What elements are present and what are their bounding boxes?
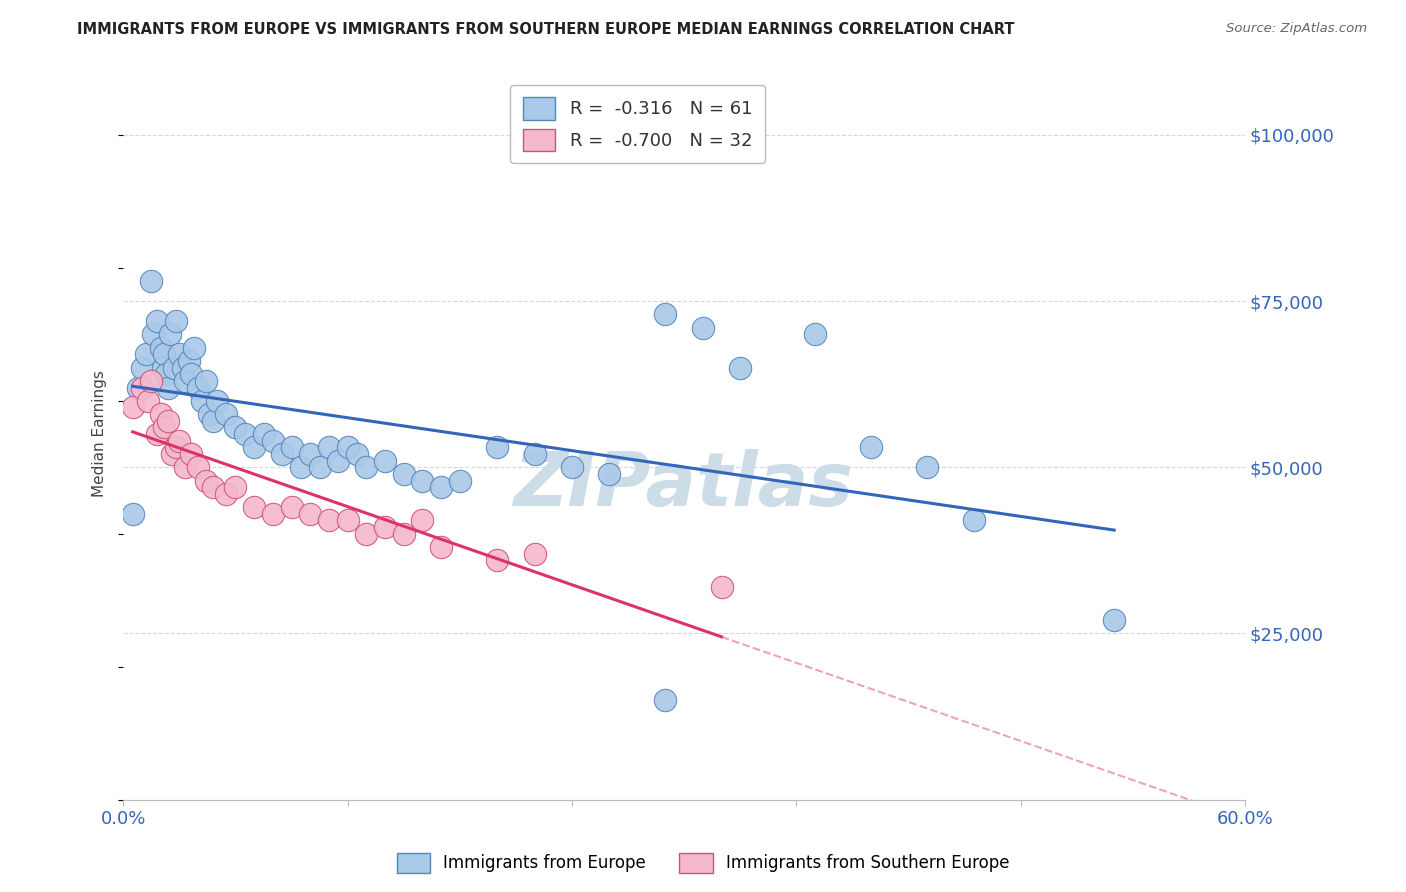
Point xyxy=(202,414,225,428)
Point xyxy=(692,320,714,334)
Point xyxy=(299,447,322,461)
Point xyxy=(149,341,172,355)
Point xyxy=(136,393,159,408)
Point xyxy=(710,580,733,594)
Point xyxy=(135,347,157,361)
Point xyxy=(392,526,415,541)
Point xyxy=(187,460,209,475)
Point xyxy=(430,540,453,554)
Point xyxy=(163,360,186,375)
Point xyxy=(183,341,205,355)
Point xyxy=(160,447,183,461)
Point xyxy=(392,467,415,481)
Point xyxy=(180,368,202,382)
Point xyxy=(146,427,169,442)
Legend: R =  -0.316   N = 61, R =  -0.700   N = 32: R = -0.316 N = 61, R = -0.700 N = 32 xyxy=(510,85,765,163)
Point xyxy=(205,393,228,408)
Point xyxy=(860,440,883,454)
Point xyxy=(165,440,187,454)
Text: Source: ZipAtlas.com: Source: ZipAtlas.com xyxy=(1226,22,1367,36)
Point xyxy=(194,374,217,388)
Point xyxy=(177,354,200,368)
Point xyxy=(187,380,209,394)
Point xyxy=(157,414,180,428)
Point xyxy=(172,360,194,375)
Point xyxy=(202,480,225,494)
Point xyxy=(523,447,546,461)
Point xyxy=(280,440,302,454)
Point xyxy=(141,274,163,288)
Point xyxy=(215,407,238,421)
Point xyxy=(243,440,266,454)
Point xyxy=(654,693,676,707)
Point xyxy=(142,327,165,342)
Point xyxy=(411,474,433,488)
Point xyxy=(121,401,143,415)
Point xyxy=(262,507,284,521)
Point xyxy=(328,453,350,467)
Point xyxy=(127,380,149,394)
Point xyxy=(374,520,396,534)
Point xyxy=(146,314,169,328)
Point xyxy=(174,374,197,388)
Point xyxy=(308,460,330,475)
Point xyxy=(486,553,509,567)
Point xyxy=(486,440,509,454)
Point xyxy=(169,347,191,361)
Point xyxy=(121,507,143,521)
Point xyxy=(280,500,302,515)
Point xyxy=(356,526,378,541)
Point xyxy=(152,360,174,375)
Point xyxy=(356,460,378,475)
Point xyxy=(198,407,221,421)
Text: ZIPatlas: ZIPatlas xyxy=(515,449,855,522)
Point xyxy=(191,393,214,408)
Point xyxy=(153,347,176,361)
Point xyxy=(336,440,359,454)
Point xyxy=(155,368,177,382)
Point xyxy=(180,447,202,461)
Point xyxy=(915,460,938,475)
Legend: Immigrants from Europe, Immigrants from Southern Europe: Immigrants from Europe, Immigrants from … xyxy=(389,847,1017,880)
Point xyxy=(174,460,197,475)
Point xyxy=(299,507,322,521)
Point xyxy=(411,513,433,527)
Point xyxy=(159,327,181,342)
Point xyxy=(318,513,340,527)
Text: IMMIGRANTS FROM EUROPE VS IMMIGRANTS FROM SOUTHERN EUROPE MEDIAN EARNINGS CORREL: IMMIGRANTS FROM EUROPE VS IMMIGRANTS FRO… xyxy=(77,22,1015,37)
Point xyxy=(654,307,676,321)
Point xyxy=(149,407,172,421)
Point xyxy=(561,460,583,475)
Point xyxy=(194,474,217,488)
Point xyxy=(141,374,163,388)
Point xyxy=(598,467,620,481)
Point xyxy=(346,447,368,461)
Point xyxy=(131,360,153,375)
Point xyxy=(336,513,359,527)
Point xyxy=(233,427,256,442)
Point xyxy=(153,420,176,434)
Point xyxy=(243,500,266,515)
Point xyxy=(224,480,246,494)
Point xyxy=(804,327,827,342)
Point xyxy=(290,460,312,475)
Point xyxy=(374,453,396,467)
Point xyxy=(1102,613,1125,627)
Point xyxy=(318,440,340,454)
Point xyxy=(430,480,453,494)
Point xyxy=(169,434,191,448)
Y-axis label: Median Earnings: Median Earnings xyxy=(93,370,107,498)
Point xyxy=(523,547,546,561)
Point xyxy=(728,360,751,375)
Point xyxy=(215,487,238,501)
Point xyxy=(157,380,180,394)
Point xyxy=(131,380,153,394)
Point xyxy=(963,513,986,527)
Point xyxy=(449,474,471,488)
Point xyxy=(262,434,284,448)
Point xyxy=(271,447,294,461)
Point xyxy=(224,420,246,434)
Point xyxy=(252,427,274,442)
Point xyxy=(165,314,187,328)
